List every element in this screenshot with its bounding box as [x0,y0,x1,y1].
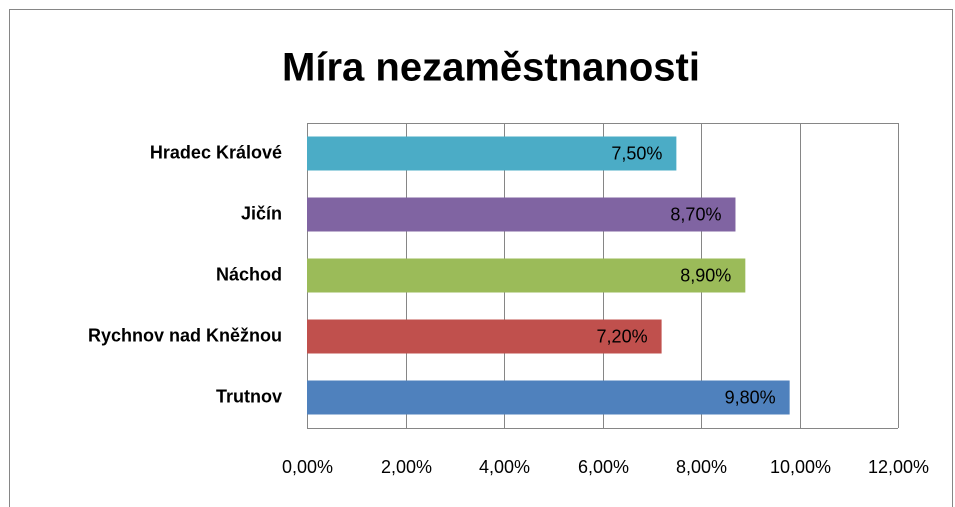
y-tick-label: Jičín [241,203,282,223]
bar [307,380,790,415]
y-tick-label: Trutnov [216,386,282,406]
y-tick-label: Rychnov nad Kněžnou [88,325,282,345]
chart-title: Míra nezaměstnanosti [282,46,700,90]
bar [307,197,736,232]
x-tick-label: 10,00% [770,457,831,477]
x-tick-label: 0,00% [282,457,333,477]
data-label: 8,70% [670,204,721,224]
x-tick-label: 4,00% [479,457,530,477]
chart-frame [9,9,953,507]
data-label: 8,90% [680,265,731,285]
bar [307,136,677,171]
y-tick-label: Náchod [216,264,282,284]
data-label: 9,80% [725,387,776,407]
y-tick-label: Hradec Králové [150,142,282,162]
bar [307,258,746,293]
bar [307,319,662,354]
data-label: 7,50% [611,143,662,163]
x-tick-label: 6,00% [578,457,629,477]
x-tick-label: 12,00% [868,457,929,477]
data-label: 7,20% [597,326,648,346]
x-tick-label: 8,00% [676,457,727,477]
x-tick-label: 2,00% [381,457,432,477]
